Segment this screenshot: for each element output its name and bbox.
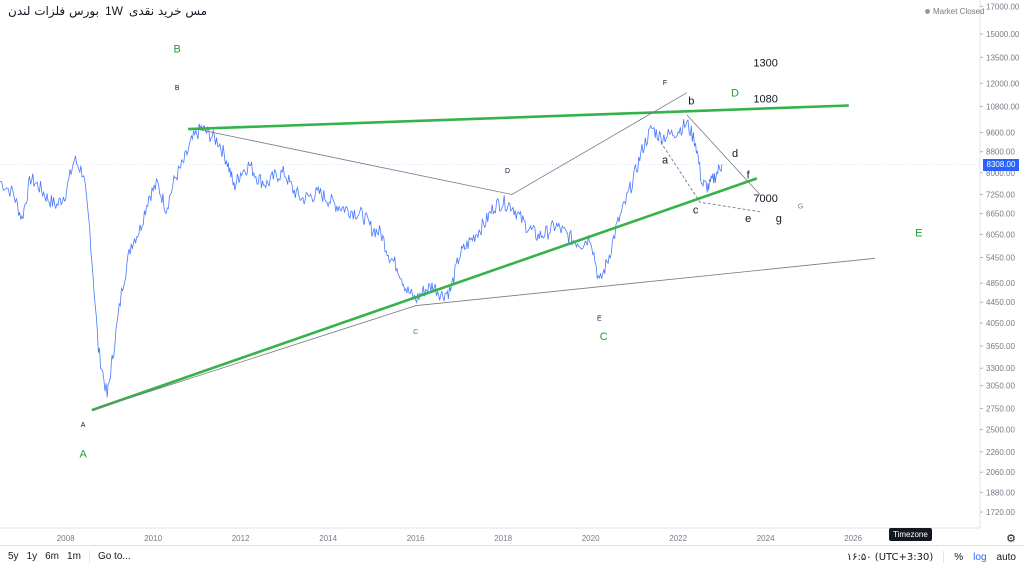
x-tick-label: 2014 xyxy=(319,534,337,543)
wave-label: A xyxy=(81,422,86,429)
toolbar-divider xyxy=(88,551,90,563)
wave-label: B xyxy=(174,43,181,55)
y-tick-label: 4450.00 xyxy=(986,298,1015,307)
trendline xyxy=(660,141,762,213)
instrument-name: مس خرید نقدی xyxy=(128,4,208,18)
last-price-badge: 8308.00 xyxy=(983,159,1019,171)
x-tick-label: 2018 xyxy=(494,534,512,543)
price-series-line xyxy=(0,119,723,398)
interval-label[interactable]: 1W xyxy=(104,4,123,18)
y-tick-label: 3050.00 xyxy=(986,382,1015,391)
trendline xyxy=(91,257,876,411)
y-tick-label: 15000.00 xyxy=(986,30,1020,39)
market-status: Market Closed xyxy=(925,7,985,16)
x-tick-label: 2020 xyxy=(582,534,600,543)
wave-label: 1300 xyxy=(753,57,777,69)
timezone-button[interactable]: ۱۶:۵۰ (UTC+3:30) xyxy=(846,551,934,563)
log-toggle[interactable]: log xyxy=(973,551,987,563)
y-tick-label: 2060.00 xyxy=(986,468,1015,477)
trendline xyxy=(686,114,762,197)
y-tick-label: 13500.00 xyxy=(986,53,1020,62)
y-tick-label: 1720.00 xyxy=(986,508,1015,517)
wave-label: C xyxy=(600,331,608,343)
wave-label: d xyxy=(732,148,738,160)
y-tick-label: 8000.00 xyxy=(986,169,1015,178)
y-tick-label: 12000.00 xyxy=(986,79,1020,88)
goto-button[interactable]: Go to... xyxy=(97,551,131,562)
wave-label: f xyxy=(747,169,751,181)
x-tick-label: 2010 xyxy=(144,534,162,543)
x-tick-label: 2024 xyxy=(757,534,775,543)
y-tick-label: 10800.00 xyxy=(986,103,1020,112)
bottom-toolbar: 5y 1y 6m 1m Go to... ۱۶:۵۰ (UTC+3:30) % … xyxy=(0,545,1024,568)
y-tick-label: 4850.00 xyxy=(986,279,1015,288)
y-tick-label: 6050.00 xyxy=(986,230,1015,239)
x-tick-label: 2008 xyxy=(57,534,75,543)
y-tick-label: 2750.00 xyxy=(986,404,1015,413)
trendline xyxy=(188,104,849,131)
chart-header: بورس فلزات لندن 1W مس خرید نقدی xyxy=(8,4,207,18)
wave-label: G xyxy=(798,204,803,211)
wave-label: F xyxy=(663,80,667,87)
settings-gear-icon[interactable]: ⚙ xyxy=(1006,533,1016,545)
wave-label: e xyxy=(745,213,751,225)
scale-controls: ۱۶:۵۰ (UTC+3:30) % log auto xyxy=(847,551,1016,563)
y-tick-label: 17000.00 xyxy=(986,2,1020,11)
range-1m[interactable]: 1m xyxy=(67,551,81,562)
status-dot-icon xyxy=(925,9,930,14)
wave-label: g xyxy=(776,213,782,225)
wave-label: E xyxy=(597,315,602,322)
x-tick-label: 2016 xyxy=(407,534,425,543)
y-tick-label: 3650.00 xyxy=(986,342,1015,351)
timezone-tooltip: Timezone xyxy=(889,528,932,541)
y-tick-label: 2500.00 xyxy=(986,425,1015,434)
wave-label: b xyxy=(688,95,694,107)
wave-label: E xyxy=(915,227,922,239)
wave-label: C xyxy=(413,329,418,336)
y-tick-label: 6650.00 xyxy=(986,210,1015,219)
percent-toggle[interactable]: % xyxy=(954,551,964,563)
y-tick-label: 5450.00 xyxy=(986,253,1015,262)
range-6m[interactable]: 6m xyxy=(45,551,60,562)
y-tick-label: 2260.00 xyxy=(986,448,1015,457)
wave-label: 1080 xyxy=(753,93,777,105)
toolbar-divider xyxy=(943,551,945,563)
wave-label: B xyxy=(175,85,180,92)
range-selector: 5y 1y 6m 1m Go to... xyxy=(8,551,131,563)
y-tick-label: 9600.00 xyxy=(986,129,1015,138)
x-tick-label: 2022 xyxy=(669,534,687,543)
wave-label: A xyxy=(79,449,87,461)
x-tick-label: 2012 xyxy=(232,534,250,543)
wave-label: c xyxy=(693,205,699,217)
y-tick-label: 7250.00 xyxy=(986,190,1015,199)
range-5y[interactable]: 5y xyxy=(8,551,19,562)
wave-label: D xyxy=(731,88,739,100)
range-1y[interactable]: 1y xyxy=(26,551,38,562)
auto-toggle[interactable]: auto xyxy=(996,551,1016,563)
y-tick-label: 4050.00 xyxy=(986,319,1015,328)
wave-label: D xyxy=(505,168,510,175)
wave-label: 7000 xyxy=(753,193,777,205)
x-tick-label: 2026 xyxy=(844,534,862,543)
wave-label: a xyxy=(662,154,669,166)
y-tick-label: 8800.00 xyxy=(986,148,1015,157)
y-tick-label: 3300.00 xyxy=(986,364,1015,373)
market-status-label: Market Closed xyxy=(933,7,985,16)
trendline xyxy=(196,92,688,195)
price-chart[interactable]: 17000.00 15000.00 13500.00 12000.00 10800.00… xyxy=(0,0,1024,545)
trendline xyxy=(91,177,758,412)
symbol-name[interactable]: بورس فلزات لندن xyxy=(8,4,99,18)
y-tick-label: 1880.00 xyxy=(986,488,1015,497)
